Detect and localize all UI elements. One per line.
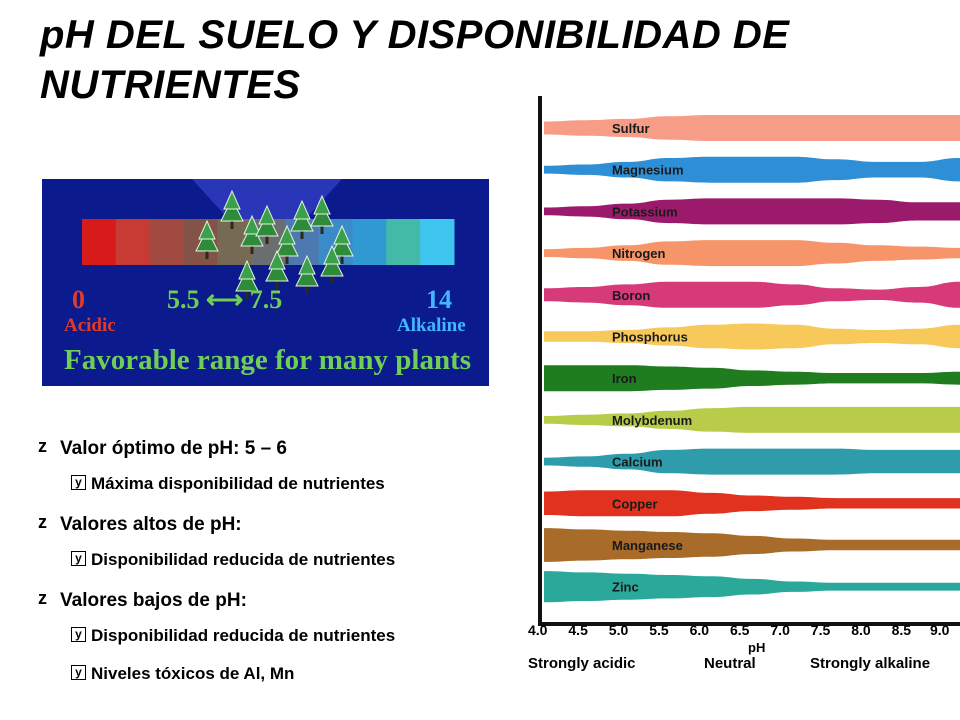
nutrient-label: Nitrogen [612,246,666,261]
x-tick-label: 8.5 [891,622,912,638]
x-tick-label: 8.0 [851,622,871,638]
x-tick-label: 6.0 [689,622,710,638]
ph-color-bar [82,179,455,299]
page-title: pH DEL SUELO Y DISPONIBILIDAD DE NUTRIEN… [40,13,790,107]
tree-icon [275,224,299,264]
nutrient-band-iron [544,365,960,392]
nutrient-label: Zinc [612,580,639,595]
ph-high-value: 14 [426,285,452,314]
nutrient-band-manganese [544,528,960,562]
sub-bullet-text: Disponibilidad reducida de nutrientes [91,626,396,645]
ph-caption: Favorable range for many plants [64,344,472,376]
nutrient-label: Potassium [612,204,678,219]
x-tick-label: 5.0 [608,622,629,638]
nutrient-label: Calcium [612,455,663,470]
sub-bullet-item: y Disponibilidad reducida de nutrientes [38,548,518,586]
bullet-marker-icon: z [38,512,47,532]
nutrient-x-axis: pH Strongly acidic Neutral Strongly alka… [528,622,960,682]
ph-color-segment [352,219,387,265]
zone-strongly-alkaline: Strongly alkaline [810,655,931,672]
sub-bullet-item: y Máxima disponibilidad de nutrientes [38,472,518,510]
nutrient-band-phosphorus [544,323,960,350]
zone-strongly-acidic: Strongly acidic [528,655,636,672]
bullet-marker-icon: z [38,588,47,608]
tree-icon [255,204,279,244]
ph-favorable-range: 5.5 ⟷ 7.5 [167,285,282,315]
tree-icon [195,219,219,259]
checkbox-marker-icon: y [71,665,86,680]
ph-high-label: Alkaline [397,315,466,336]
tree-icon [330,224,354,264]
nutrient-availability-chart: Sulfur Magnesium Potassium Nitrogen Boron Pho… [520,96,960,690]
x-tick-label: 5.5 [649,622,669,638]
sub-bullet-text: Máxima disponibilidad de nutrientes [91,474,385,493]
checkbox-marker-icon: y [71,551,86,566]
bullet-item: z Valores bajos de pH: [38,586,518,624]
x-tick-label: 7.0 [770,622,790,638]
nutrient-band-copper [544,490,960,517]
range-low-value: 5.5 [167,285,200,314]
tree-icon [295,254,319,294]
checkbox-marker-icon: y [71,475,86,490]
nutrient-band-sulfur [544,115,960,141]
bullet-text: Valor óptimo de pH: 5 – 6 [60,438,287,459]
nutrient-label: Iron [612,371,637,386]
checkbox-marker-icon: y [71,627,86,642]
tree-icon [320,244,344,284]
tree-icon [290,199,314,239]
ph-low-label: Acidic [64,315,116,336]
bullet-item: z Valores altos de pH: [38,510,518,548]
tree-icon [240,214,264,254]
bullet-item: z Valor óptimo de pH: 5 – 6 [38,434,518,472]
x-tick-label: 4.5 [568,622,588,638]
chart-frame-left [538,96,542,626]
ph-color-segment [82,219,117,265]
sub-bullet-item: y Disponibilidad reducida de nutrientes [38,624,518,662]
x-axis-label: pH [748,640,766,655]
double-arrow-icon: ⟷ [206,285,244,314]
x-tick-label: 9.0 [930,622,950,638]
x-tick-label: 4.0 [528,622,548,638]
tree-icon [310,194,334,234]
nutrient-label: Molybdenum [612,413,692,428]
x-tick-label: 6.5 [730,622,750,638]
sub-bullet-item: y Niveles tóxicos de Al, Mn [38,662,518,700]
nutrient-bands: Sulfur Magnesium Potassium Nitrogen Boron Pho… [538,96,960,626]
zone-neutral: Neutral [704,655,756,672]
bullet-list: z Valor óptimo de pH: 5 – 6 y Máxima dispo… [38,434,518,700]
bullet-marker-icon: z [38,436,47,456]
nutrient-label: Boron [612,288,650,303]
tree-icon [235,259,259,299]
ph-color-segment [386,219,421,265]
nutrient-band-zinc [544,571,960,603]
tree-icon [220,189,244,229]
nutrient-label: Manganese [612,538,683,553]
tree-icon [265,249,289,289]
x-tick-label: 7.5 [810,622,831,638]
nutrient-band-calcium [544,448,960,475]
ph-scale-figure: 0 Acidic 5.5 ⟷ 7.5 14 Alkaline Favorable… [42,179,489,386]
bullet-text: Valores altos de pH: [60,514,242,535]
nutrient-label: Phosphorus [612,330,688,345]
nutrient-band-nitrogen [544,240,960,267]
nutrient-label: Sulfur [612,121,650,136]
ph-color-segment [149,219,184,265]
nutrient-band-boron [544,281,960,308]
chart-frame-bottom [538,622,960,626]
nutrient-label: Magnesium [612,163,684,178]
sub-bullet-text: Niveles tóxicos de Al, Mn [91,664,295,683]
sub-bullet-text: Disponibilidad reducida de nutrientes [91,550,396,569]
nutrient-band-potassium [544,198,960,225]
bullet-text: Valores bajos de pH: [60,590,247,611]
nutrient-label: Copper [612,496,658,511]
range-high-value: 7.5 [249,285,283,314]
nutrient-band-magnesium [544,156,960,183]
nutrient-band-molybdenum [544,406,960,433]
ph-color-segment [115,219,151,265]
ph-color-segment [420,219,455,265]
ph-low-value: 0 [72,285,85,314]
